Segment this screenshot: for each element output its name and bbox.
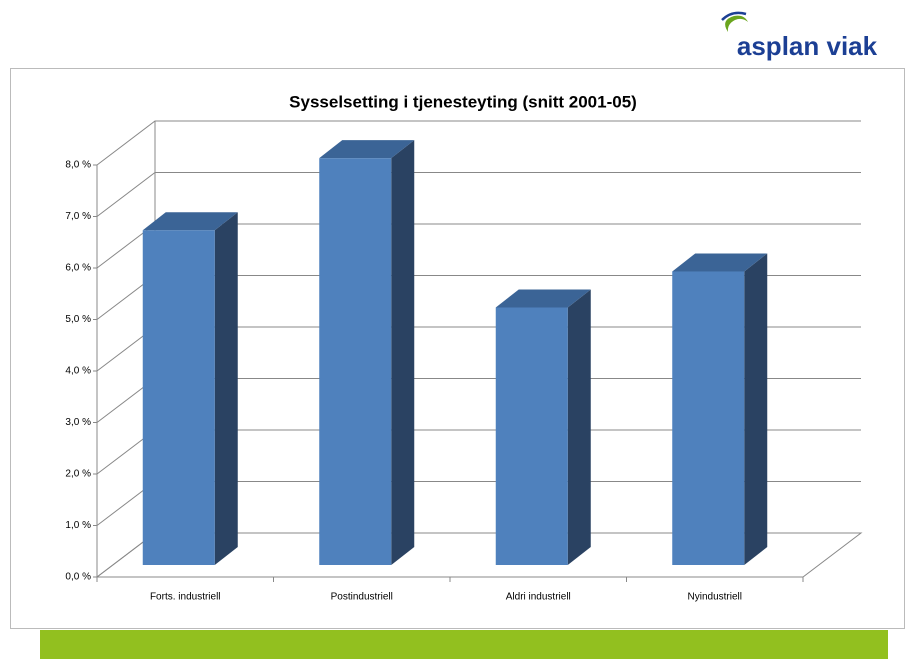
grid-line [96,120,861,166]
chart-title: Sysselsetting i tjenesteyting (snitt 200… [289,92,637,111]
bar [672,271,745,565]
logo-arc [721,11,747,21]
y-tick-label: 3,0 % [65,417,91,428]
x-tick-label: Forts. industriell [150,592,221,603]
x-tick-label: Aldri industriell [506,592,571,603]
grid-line [96,172,861,217]
footer-band [40,630,888,659]
y-tick-label: 4,0 % [65,366,91,377]
logo: asplan viak [721,11,878,61]
logo-text: asplan viak [737,31,878,61]
x-tick-label: Postindustriell [331,592,393,603]
y-tick-label: 8,0 % [65,160,91,171]
bar-side [214,212,238,565]
bar-top [672,253,768,272]
bar [319,158,392,565]
bar-top [495,289,591,308]
bar-side [391,140,415,565]
y-tick-label: 7,0 % [65,211,91,222]
y-tick-label: 1,0 % [65,520,91,531]
bar-top [319,140,415,159]
plot: 0,0 % 1,0 % 2,0 % 3,0 % 4,0 % 5,0 % 6,0 % 7,0 %… [65,120,863,603]
y-tick-label: 0,0 % [65,572,91,583]
x-tick-label: Nyindustriell [688,592,742,603]
y-tick-label: 5,0 % [65,314,91,325]
y-tick-label: 6,0 % [65,263,91,274]
logo-swoosh [725,15,748,32]
bar-side [744,253,768,565]
bar-side [567,289,591,565]
bar [495,307,568,565]
y-tick-label: 2,0 % [65,469,91,480]
bar [142,230,215,565]
bar-top [142,212,238,231]
